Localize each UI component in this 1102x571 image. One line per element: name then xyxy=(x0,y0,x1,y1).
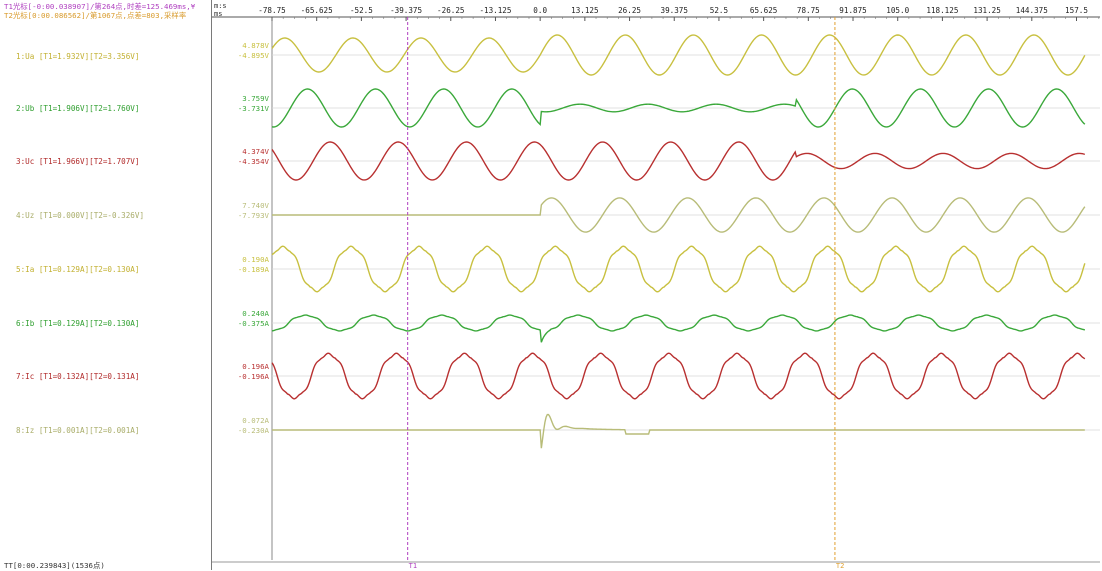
channel-min-label: -0.189A xyxy=(238,265,270,274)
channel-label-iz[interactable]: 8:Iz [T1=0.001A][T2=0.001A] xyxy=(16,426,140,435)
channel-max-label: 7.740V xyxy=(242,201,269,210)
cursors[interactable]: T1 T2 xyxy=(407,17,845,570)
channel-label-ua[interactable]: 1:Ua [T1=1.932V][T2=3.356V] xyxy=(16,52,140,61)
cursor2-info: T2光标[0:00.086562]/第1067点,点差=803,采样率 xyxy=(4,11,187,20)
channel-min-label: -7.793V xyxy=(238,211,270,220)
channel-label-ib[interactable]: 6:Ib [T1=0.129A][T2=0.130A] xyxy=(16,319,140,328)
x-tick-label: 78.75 xyxy=(797,6,820,15)
x-tick-label: -13.125 xyxy=(479,6,511,15)
channel-max-label: 0.196A xyxy=(242,362,269,371)
channel-min-label: -4.895V xyxy=(238,51,270,60)
cursor1-info: T1光标[-0:00.038907]/第264点,时差=125.469ms,¥ xyxy=(4,2,196,11)
channel-max-label: 4.878V xyxy=(242,41,269,50)
x-tick-label: 0.0 xyxy=(533,6,547,15)
x-tick-label: -26.25 xyxy=(437,6,464,15)
x-tick-label: 39.375 xyxy=(661,6,688,15)
panel-divider[interactable] xyxy=(211,0,212,570)
channel-max-label: 0.190A xyxy=(242,255,269,264)
waveforms xyxy=(271,34,1086,449)
channel-label-ia[interactable]: 5:Ia [T1=0.129A][T2=0.130A] xyxy=(16,265,140,274)
channel-min-label: -0.230A xyxy=(238,426,270,435)
waveform-ic xyxy=(271,352,1086,400)
cursor-t1-tag[interactable]: T1 xyxy=(409,562,417,570)
channel-max-label: 0.240A xyxy=(242,309,269,318)
x-tick-label: 144.375 xyxy=(1016,6,1048,15)
waveform-ub xyxy=(271,88,1086,128)
x-tick-label: 65.625 xyxy=(750,6,777,15)
channel-min-label: -0.196A xyxy=(238,372,270,381)
channel-label-ub[interactable]: 2:Ub [T1=1.906V][T2=1.760V] xyxy=(16,104,140,113)
time-unit-bottom: ms xyxy=(214,10,223,18)
x-tick-label: 26.25 xyxy=(618,6,641,15)
time-unit-top: m:s xyxy=(214,2,227,10)
channel-min-label: -3.731V xyxy=(238,104,270,113)
x-tick-label: 131.25 xyxy=(973,6,1000,15)
x-tick-label: -52.5 xyxy=(350,6,373,15)
x-tick-label: 157.5 xyxy=(1065,6,1088,15)
waveform-ia xyxy=(271,245,1086,293)
channel-ranges: 4.878V-4.895V 3.759V-3.731V 4.374V-4.354V 7… xyxy=(238,41,270,435)
x-tick-label: -78.75 xyxy=(258,6,285,15)
channel-panel: T1光标[-0:00.038907]/第264点,时差=125.469ms,¥ … xyxy=(0,0,211,570)
cursor-t2-tag[interactable]: T2 xyxy=(836,562,844,570)
channel-label-uz[interactable]: 4:Uz [T1=0.000V][T2=-0.326V] xyxy=(16,211,145,220)
channel-max-label: 3.759V xyxy=(242,94,269,103)
channel-label-uc[interactable]: 3:Uc [T1=1.966V][T2=1.707V] xyxy=(16,157,140,166)
x-tick-label: -39.375 xyxy=(390,6,422,15)
x-tick-label: 105.0 xyxy=(886,6,909,15)
channel-min-label: -4.354V xyxy=(238,157,270,166)
time-axis: -78.75 -65.625 -52.5 -39.375 -26.25 -13.125 0.… xyxy=(212,6,1100,563)
channel-label-ic[interactable]: 7:Ic [T1=0.132A][T2=0.131A] xyxy=(16,372,140,381)
x-tick-label: 13.125 xyxy=(571,6,598,15)
channel-max-label: 0.072A xyxy=(242,416,269,425)
x-tick-label: -65.625 xyxy=(301,6,333,15)
channel-max-label: 4.374V xyxy=(242,147,269,156)
x-tick-label: 52.5 xyxy=(710,6,728,15)
total-time-info: TT[0:00.239843](1536点) xyxy=(4,561,105,570)
x-tick-label: 118.125 xyxy=(926,6,958,15)
channel-min-label: -0.375A xyxy=(238,319,270,328)
x-tick-label: 91.875 xyxy=(839,6,866,15)
waveform-ib xyxy=(271,314,1086,343)
waveform-iz xyxy=(272,413,1085,449)
